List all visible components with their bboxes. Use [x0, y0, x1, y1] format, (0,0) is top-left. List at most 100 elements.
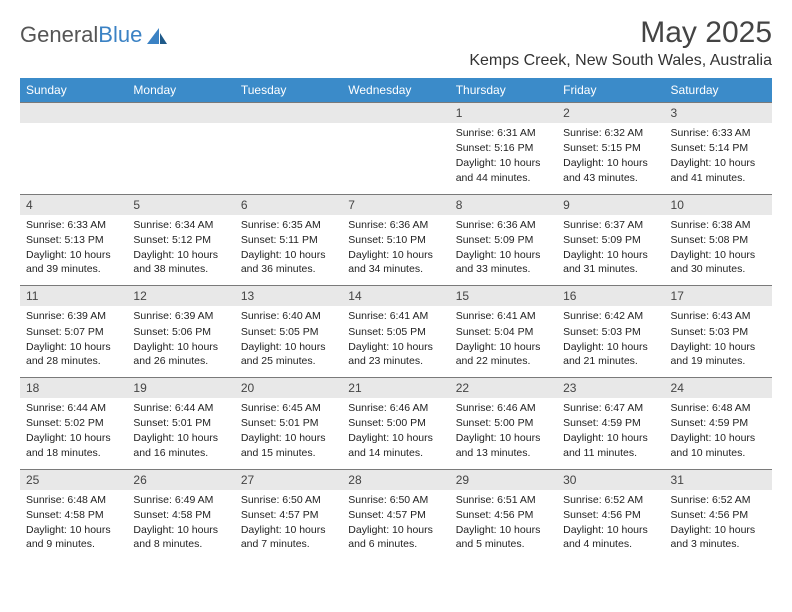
sunset-text: Sunset: 4:56 PM — [456, 508, 551, 522]
day-number-row: 11121314151617 — [20, 286, 772, 307]
sunrise-text: Sunrise: 6:35 AM — [241, 218, 336, 232]
day-detail-cell — [342, 123, 449, 194]
daylight-text: Daylight: 10 hours and 11 minutes. — [563, 431, 658, 459]
sunset-text: Sunset: 4:58 PM — [133, 508, 228, 522]
day-detail-cell: Sunrise: 6:50 AMSunset: 4:57 PMDaylight:… — [342, 490, 449, 561]
sunset-text: Sunset: 4:56 PM — [563, 508, 658, 522]
day-number-row: 25262728293031 — [20, 469, 772, 490]
day-number: 19 — [127, 378, 234, 399]
day-number: 24 — [665, 378, 772, 399]
weekday-header: Saturday — [665, 78, 772, 103]
day-detail-cell: Sunrise: 6:32 AMSunset: 5:15 PMDaylight:… — [557, 123, 664, 194]
day-detail-cell: Sunrise: 6:52 AMSunset: 4:56 PMDaylight:… — [557, 490, 664, 561]
daylight-text: Daylight: 10 hours and 10 minutes. — [671, 431, 766, 459]
sunset-text: Sunset: 5:05 PM — [241, 325, 336, 339]
day-detail-cell: Sunrise: 6:46 AMSunset: 5:00 PMDaylight:… — [342, 398, 449, 469]
day-detail-cell — [127, 123, 234, 194]
daylight-text: Daylight: 10 hours and 43 minutes. — [563, 156, 658, 184]
sunrise-text: Sunrise: 6:46 AM — [456, 401, 551, 415]
daylight-text: Daylight: 10 hours and 25 minutes. — [241, 340, 336, 368]
day-number-row: 123 — [20, 103, 772, 124]
day-number — [235, 103, 342, 124]
month-title: May 2025 — [640, 16, 772, 50]
daylight-text: Daylight: 10 hours and 16 minutes. — [133, 431, 228, 459]
sunrise-text: Sunrise: 6:41 AM — [348, 309, 443, 323]
day-number: 21 — [342, 378, 449, 399]
day-detail-cell: Sunrise: 6:38 AMSunset: 5:08 PMDaylight:… — [665, 215, 772, 286]
day-number: 8 — [450, 194, 557, 215]
calendar-body: 123Sunrise: 6:31 AMSunset: 5:16 PMDaylig… — [20, 103, 772, 561]
logo-sail-icon — [146, 27, 170, 45]
day-detail-row: Sunrise: 6:31 AMSunset: 5:16 PMDaylight:… — [20, 123, 772, 194]
sunset-text: Sunset: 4:56 PM — [671, 508, 766, 522]
sunset-text: Sunset: 5:16 PM — [456, 141, 551, 155]
day-detail-row: Sunrise: 6:39 AMSunset: 5:07 PMDaylight:… — [20, 306, 772, 377]
daylight-text: Daylight: 10 hours and 9 minutes. — [26, 523, 121, 551]
day-number: 15 — [450, 286, 557, 307]
day-number: 28 — [342, 469, 449, 490]
sunrise-text: Sunrise: 6:52 AM — [563, 493, 658, 507]
sunset-text: Sunset: 5:00 PM — [456, 416, 551, 430]
day-detail-cell: Sunrise: 6:46 AMSunset: 5:00 PMDaylight:… — [450, 398, 557, 469]
sunrise-text: Sunrise: 6:34 AM — [133, 218, 228, 232]
sunrise-text: Sunrise: 6:40 AM — [241, 309, 336, 323]
sunset-text: Sunset: 4:57 PM — [241, 508, 336, 522]
daylight-text: Daylight: 10 hours and 41 minutes. — [671, 156, 766, 184]
day-number: 7 — [342, 194, 449, 215]
day-number: 6 — [235, 194, 342, 215]
day-number: 16 — [557, 286, 664, 307]
day-number: 30 — [557, 469, 664, 490]
day-number: 4 — [20, 194, 127, 215]
day-detail-cell: Sunrise: 6:47 AMSunset: 4:59 PMDaylight:… — [557, 398, 664, 469]
day-detail-cell: Sunrise: 6:41 AMSunset: 5:05 PMDaylight:… — [342, 306, 449, 377]
day-number: 13 — [235, 286, 342, 307]
day-detail-cell: Sunrise: 6:48 AMSunset: 4:58 PMDaylight:… — [20, 490, 127, 561]
sunset-text: Sunset: 5:15 PM — [563, 141, 658, 155]
day-number: 20 — [235, 378, 342, 399]
day-detail-cell: Sunrise: 6:45 AMSunset: 5:01 PMDaylight:… — [235, 398, 342, 469]
daylight-text: Daylight: 10 hours and 3 minutes. — [671, 523, 766, 551]
day-number: 27 — [235, 469, 342, 490]
daylight-text: Daylight: 10 hours and 21 minutes. — [563, 340, 658, 368]
day-detail-cell: Sunrise: 6:41 AMSunset: 5:04 PMDaylight:… — [450, 306, 557, 377]
day-detail-row: Sunrise: 6:33 AMSunset: 5:13 PMDaylight:… — [20, 215, 772, 286]
day-detail-cell: Sunrise: 6:36 AMSunset: 5:10 PMDaylight:… — [342, 215, 449, 286]
day-detail-cell: Sunrise: 6:48 AMSunset: 4:59 PMDaylight:… — [665, 398, 772, 469]
sunset-text: Sunset: 5:02 PM — [26, 416, 121, 430]
day-detail-cell: Sunrise: 6:33 AMSunset: 5:14 PMDaylight:… — [665, 123, 772, 194]
day-number: 31 — [665, 469, 772, 490]
sunrise-text: Sunrise: 6:49 AM — [133, 493, 228, 507]
sunset-text: Sunset: 5:05 PM — [348, 325, 443, 339]
day-number: 29 — [450, 469, 557, 490]
sunrise-text: Sunrise: 6:44 AM — [133, 401, 228, 415]
day-detail-cell — [235, 123, 342, 194]
day-detail-cell: Sunrise: 6:34 AMSunset: 5:12 PMDaylight:… — [127, 215, 234, 286]
sunset-text: Sunset: 5:14 PM — [671, 141, 766, 155]
day-detail-cell: Sunrise: 6:36 AMSunset: 5:09 PMDaylight:… — [450, 215, 557, 286]
sunset-text: Sunset: 5:07 PM — [26, 325, 121, 339]
day-detail-cell: Sunrise: 6:33 AMSunset: 5:13 PMDaylight:… — [20, 215, 127, 286]
sunrise-text: Sunrise: 6:48 AM — [671, 401, 766, 415]
sunrise-text: Sunrise: 6:44 AM — [26, 401, 121, 415]
daylight-text: Daylight: 10 hours and 5 minutes. — [456, 523, 551, 551]
sunset-text: Sunset: 5:09 PM — [456, 233, 551, 247]
daylight-text: Daylight: 10 hours and 39 minutes. — [26, 248, 121, 276]
header-row: GeneralBlue May 2025 — [20, 16, 772, 50]
day-detail-cell: Sunrise: 6:37 AMSunset: 5:09 PMDaylight:… — [557, 215, 664, 286]
sunrise-text: Sunrise: 6:37 AM — [563, 218, 658, 232]
calendar-page: GeneralBlue May 2025 Kemps Creek, New So… — [0, 0, 792, 576]
daylight-text: Daylight: 10 hours and 6 minutes. — [348, 523, 443, 551]
sunset-text: Sunset: 4:57 PM — [348, 508, 443, 522]
calendar-table: Sunday Monday Tuesday Wednesday Thursday… — [20, 78, 772, 560]
day-number — [127, 103, 234, 124]
daylight-text: Daylight: 10 hours and 34 minutes. — [348, 248, 443, 276]
sunset-text: Sunset: 5:01 PM — [241, 416, 336, 430]
sunrise-text: Sunrise: 6:47 AM — [563, 401, 658, 415]
daylight-text: Daylight: 10 hours and 28 minutes. — [26, 340, 121, 368]
sunset-text: Sunset: 5:03 PM — [671, 325, 766, 339]
weekday-header: Monday — [127, 78, 234, 103]
sunrise-text: Sunrise: 6:51 AM — [456, 493, 551, 507]
weekday-header-row: Sunday Monday Tuesday Wednesday Thursday… — [20, 78, 772, 103]
day-detail-cell: Sunrise: 6:51 AMSunset: 4:56 PMDaylight:… — [450, 490, 557, 561]
sunrise-text: Sunrise: 6:41 AM — [456, 309, 551, 323]
